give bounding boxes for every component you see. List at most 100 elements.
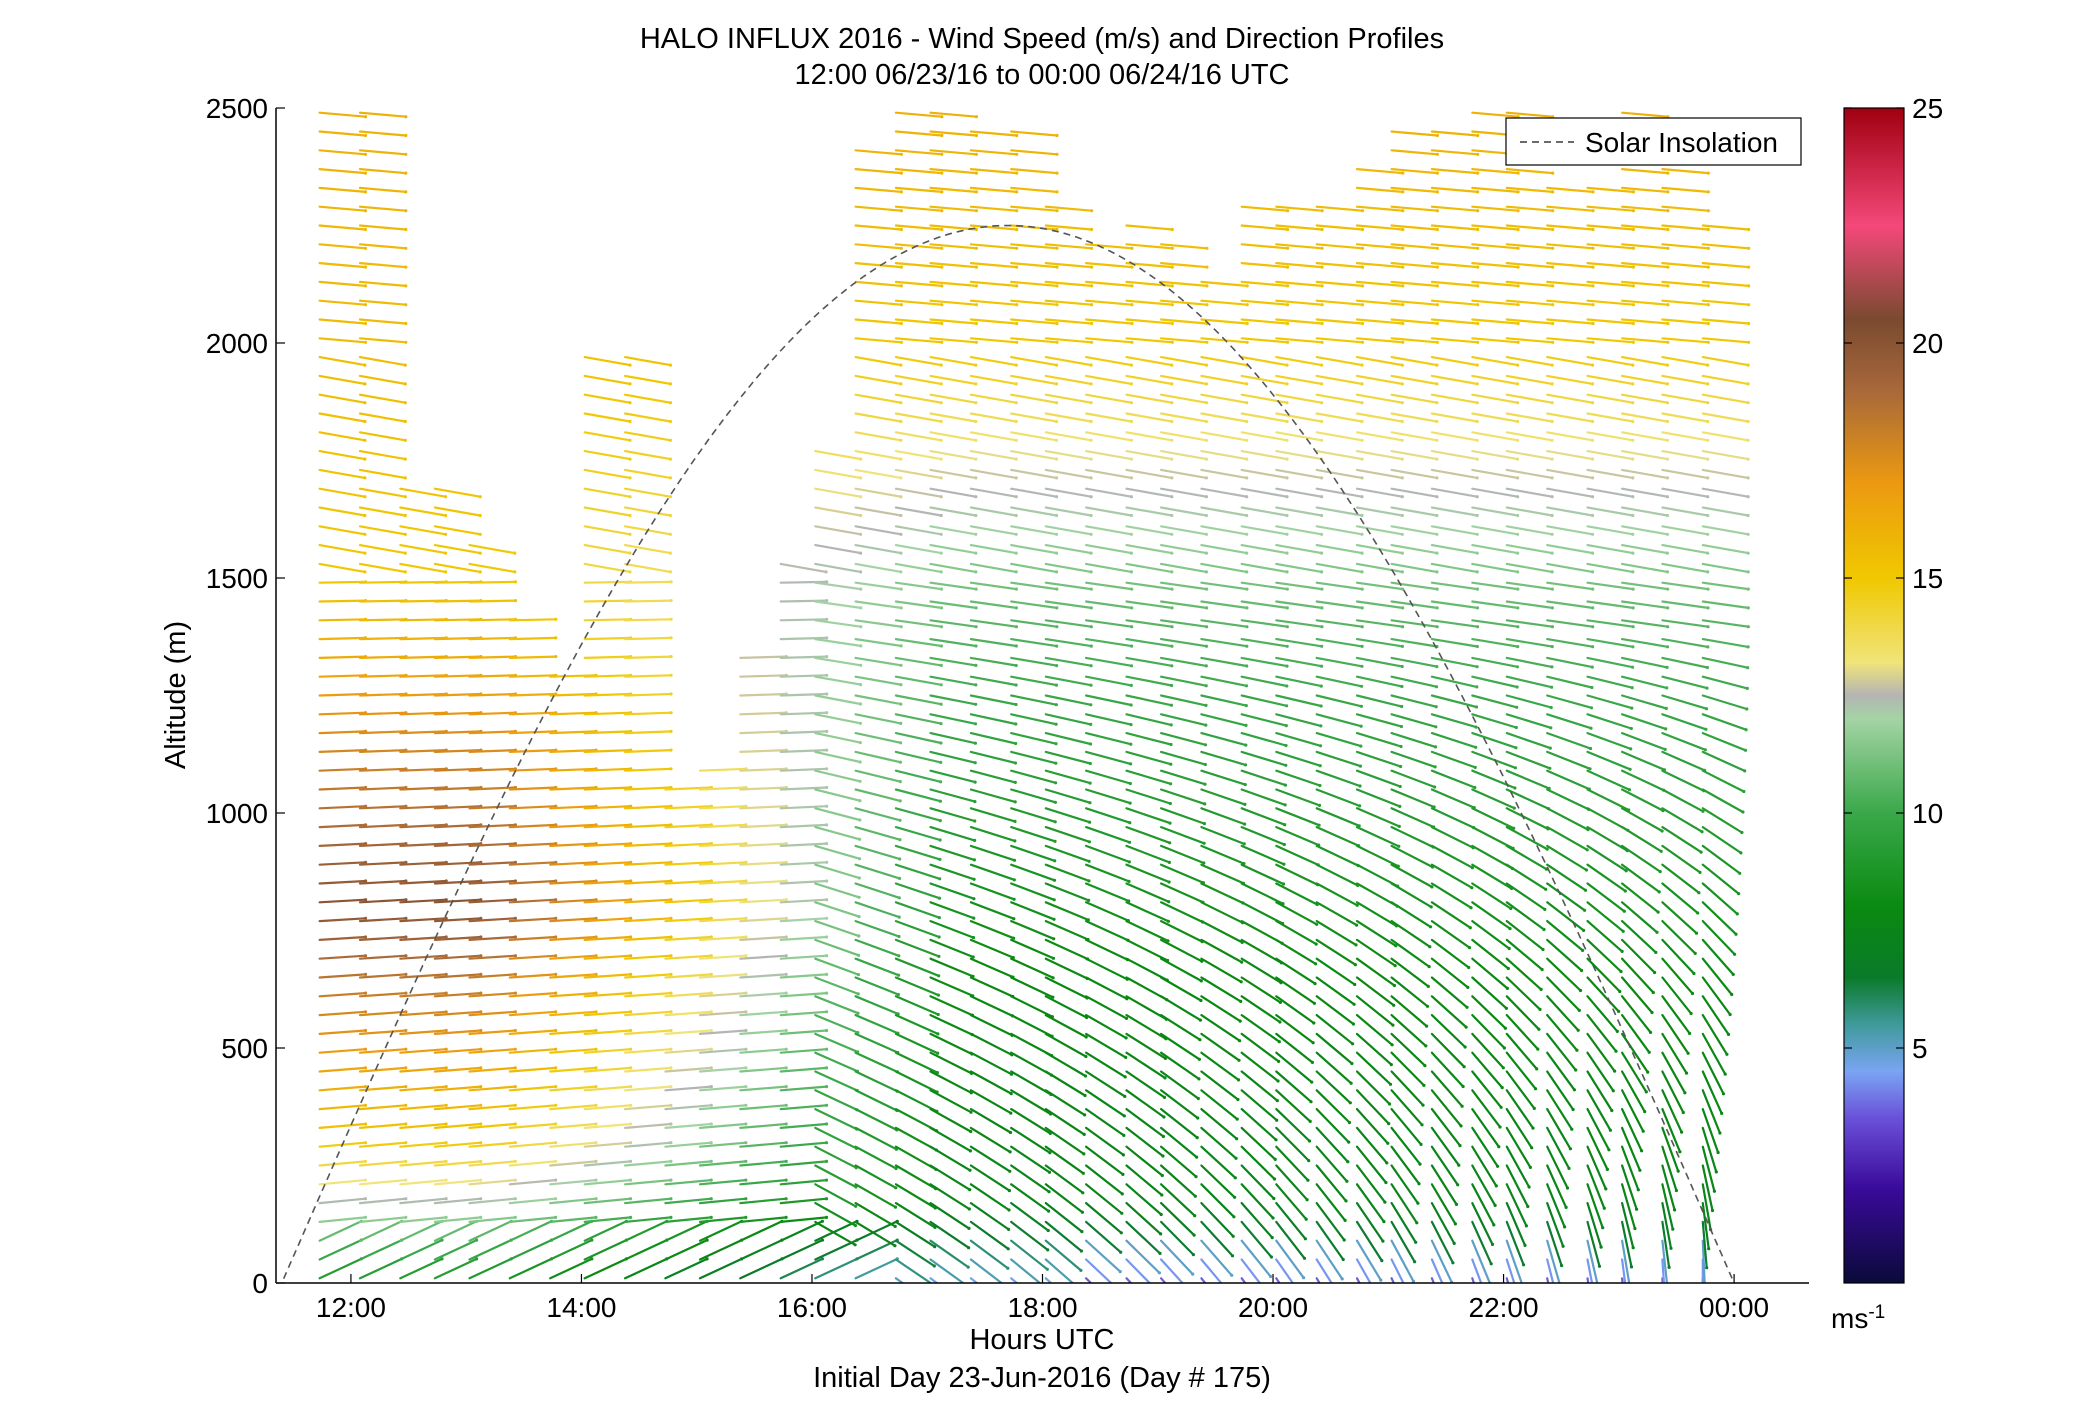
- wind-barb-tip: [1631, 419, 1635, 424]
- legend-box: [1505, 117, 1802, 166]
- wind-barb: [583, 412, 632, 423]
- wind-barb: [1586, 1051, 1615, 1092]
- wind-barb: [1240, 224, 1289, 231]
- wind-barb: [814, 1183, 857, 1208]
- wind-barb-tip: [824, 1141, 829, 1145]
- wind-barb-tip: [784, 972, 788, 977]
- wind-barb-tip: [1084, 1035, 1088, 1039]
- wind-barb-tip: [854, 1204, 858, 1208]
- wind-barb: [549, 1197, 598, 1205]
- wind-barb: [1159, 863, 1205, 884]
- wind-barb-tip: [1745, 707, 1749, 711]
- wind-barb: [1390, 619, 1439, 628]
- wind-barb: [583, 1141, 632, 1148]
- wind-barb: [1701, 1164, 1714, 1212]
- wind-barb-tip: [1229, 1293, 1232, 1296]
- wind-barb-tip: [1589, 726, 1593, 730]
- wind-barb-tip: [939, 382, 943, 386]
- wind-barb: [969, 1220, 1010, 1250]
- wind-barb-tip: [363, 513, 367, 518]
- wind-barb: [623, 543, 672, 555]
- wind-barb-tip: [1664, 1304, 1667, 1307]
- wind-barb: [318, 1104, 367, 1111]
- wind-barb-tip: [1130, 246, 1134, 250]
- wind-barb-tip: [1631, 382, 1635, 386]
- wind-barb-tip: [1706, 457, 1710, 461]
- wind-barb-tip: [1079, 1249, 1083, 1253]
- wind-barb: [1701, 957, 1733, 996]
- wind-barb-tip: [1564, 1205, 1568, 1209]
- wind-barb-tip: [1244, 704, 1248, 708]
- wind-barb: [1471, 581, 1519, 591]
- wind-barb: [1315, 468, 1364, 479]
- wind-barb: [779, 655, 828, 660]
- wind-barb-tip: [1286, 340, 1290, 344]
- wind-barb: [318, 337, 367, 344]
- wind-barb-tip: [1052, 917, 1056, 921]
- wind-barb: [1586, 1258, 1594, 1283]
- wind-barb: [549, 842, 598, 848]
- wind-barb: [779, 898, 828, 904]
- wind-barb-tip: [363, 551, 367, 555]
- wind-barb-tip: [1581, 948, 1585, 953]
- wind-barb: [1084, 1258, 1113, 1283]
- wind-barb-tip: [1435, 209, 1439, 213]
- wind-barb: [1390, 374, 1439, 385]
- wind-barb-tip: [1475, 457, 1479, 461]
- wind-barb-tip: [1400, 664, 1404, 669]
- wind-barb: [894, 318, 943, 325]
- wind-barb-tip: [1274, 1138, 1278, 1142]
- wind-barb: [969, 130, 1018, 137]
- wind-barb-tip: [1638, 1168, 1642, 1172]
- wind-barb: [854, 468, 903, 479]
- wind-barb: [894, 600, 943, 610]
- wind-barb: [623, 842, 673, 848]
- wind-barb-tip: [1475, 363, 1479, 367]
- wind-barb-tip: [479, 1047, 483, 1051]
- wind-barb-tip: [513, 954, 518, 958]
- wind-barb-tip: [1550, 438, 1554, 442]
- wind-barb-tip: [1666, 171, 1670, 175]
- wind-barb-tip: [1746, 457, 1750, 461]
- wind-barb-tip: [1629, 726, 1633, 731]
- wind-barb-tip: [513, 599, 518, 603]
- wind-barb-tip: [1494, 1184, 1498, 1188]
- wind-barb: [1125, 731, 1173, 746]
- wind-barb-tip: [594, 898, 598, 902]
- wind-barb-tip: [403, 476, 407, 480]
- wind-barb: [623, 580, 673, 584]
- wind-barb: [664, 1220, 709, 1242]
- wind-barb-tip: [932, 1264, 936, 1268]
- wind-barb-tip: [1245, 570, 1249, 574]
- wind-barb: [1275, 1201, 1307, 1240]
- wind-barb: [1471, 1258, 1483, 1283]
- wind-barb: [1044, 844, 1091, 863]
- wind-barb-tip: [1204, 438, 1208, 442]
- wind-barb: [1159, 619, 1208, 628]
- wind-barb-tip: [898, 780, 902, 784]
- wind-barb-tip: [479, 954, 483, 958]
- wind-barb-tip: [1690, 991, 1695, 996]
- wind-barb-tip: [1055, 246, 1059, 250]
- wind-barb: [468, 842, 517, 848]
- wind-barb-tip: [1013, 800, 1017, 804]
- wind-barb-tip: [1320, 265, 1324, 269]
- wind-barb: [1084, 1107, 1125, 1137]
- wind-barb: [929, 995, 974, 1017]
- wind-barb: [1159, 562, 1208, 574]
- wind-barb: [1505, 581, 1554, 591]
- wind-barb: [1010, 1089, 1052, 1116]
- wind-barb: [623, 1010, 673, 1017]
- wind-barb-tip: [1082, 1152, 1086, 1156]
- wind-barb: [1471, 957, 1509, 990]
- wind-barb: [1505, 450, 1554, 461]
- wind-barb: [1275, 543, 1323, 555]
- wind-barb: [1315, 525, 1364, 536]
- wind-barb: [1620, 506, 1669, 517]
- wind-barb-tip: [444, 1197, 448, 1201]
- wind-barb: [1044, 224, 1093, 231]
- wind-barb-tip: [1360, 303, 1365, 307]
- wind-barb-tip: [1557, 1303, 1560, 1306]
- wind-barb: [1200, 675, 1248, 687]
- wind-barb-tip: [1401, 587, 1405, 591]
